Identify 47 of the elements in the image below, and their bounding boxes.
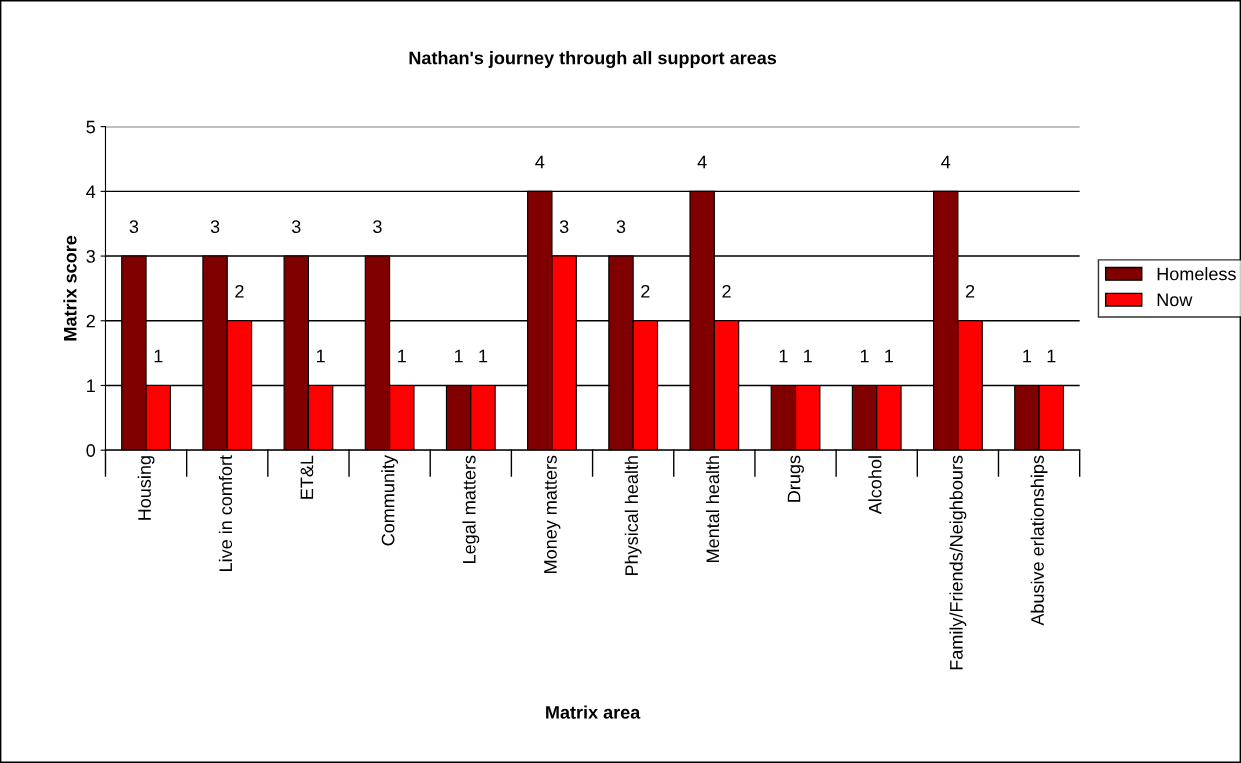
x-tick-label: Money matters [544,455,561,573]
x-tick-label: Community [381,455,399,546]
x-tick-label: Housing [137,456,155,520]
chart-title: Nathan's journey through all support areas [409,51,777,68]
data-label: 1 [154,349,163,363]
legend-label: Now [1157,293,1193,307]
y-tick-label: 3 [86,250,95,263]
data-label: 1 [316,349,325,363]
x-tick-label: Abusive erlationships [1030,455,1048,626]
data-label: 1 [479,349,488,363]
x-tick-label: Alcohol [868,456,882,515]
data-label: 2 [965,284,975,298]
x-tick-label: Physical health [624,456,642,575]
data-label: 1 [398,349,406,363]
x-tick-label: Live in comfort [218,455,233,571]
data-label: 2 [641,284,650,298]
x-tick-label: Legal matters [462,455,480,563]
data-label: 3 [616,220,626,234]
data-label: 2 [235,284,244,298]
y-tick-label: 2 [86,314,95,328]
data-label: 1 [860,349,869,363]
x-tick-label: Family/Friends/Neighbours [949,455,967,670]
x-tick-label: Mental health [705,456,720,562]
data-label: 3 [210,220,220,234]
x-axis-title: Matrix area [546,705,641,719]
x-tick-label: ET&L [300,455,314,499]
data-label: 3 [129,220,139,234]
y-tick-label: 0 [86,444,96,457]
data-label: 1 [1023,349,1032,363]
y-tick-label: 1 [87,379,95,393]
data-label: 1 [885,349,894,363]
data-label: 4 [941,155,951,169]
data-label: 3 [559,220,569,234]
legend-label: Homeless [1157,267,1236,281]
data-label: 4 [535,155,545,169]
data-label: 1 [1047,349,1056,363]
data-label: 3 [291,220,301,234]
x-tick-label: Drugs [787,455,804,502]
data-label: 4 [697,155,707,169]
data-label: 3 [373,220,382,234]
y-axis-title: Matrix score [63,235,77,341]
y-tick-label: 4 [86,185,96,198]
y-tick-label: 5 [86,120,96,134]
data-label: 1 [779,349,788,363]
data-label: 2 [722,284,731,298]
data-label: 1 [804,349,812,363]
data-label: 1 [454,349,463,363]
